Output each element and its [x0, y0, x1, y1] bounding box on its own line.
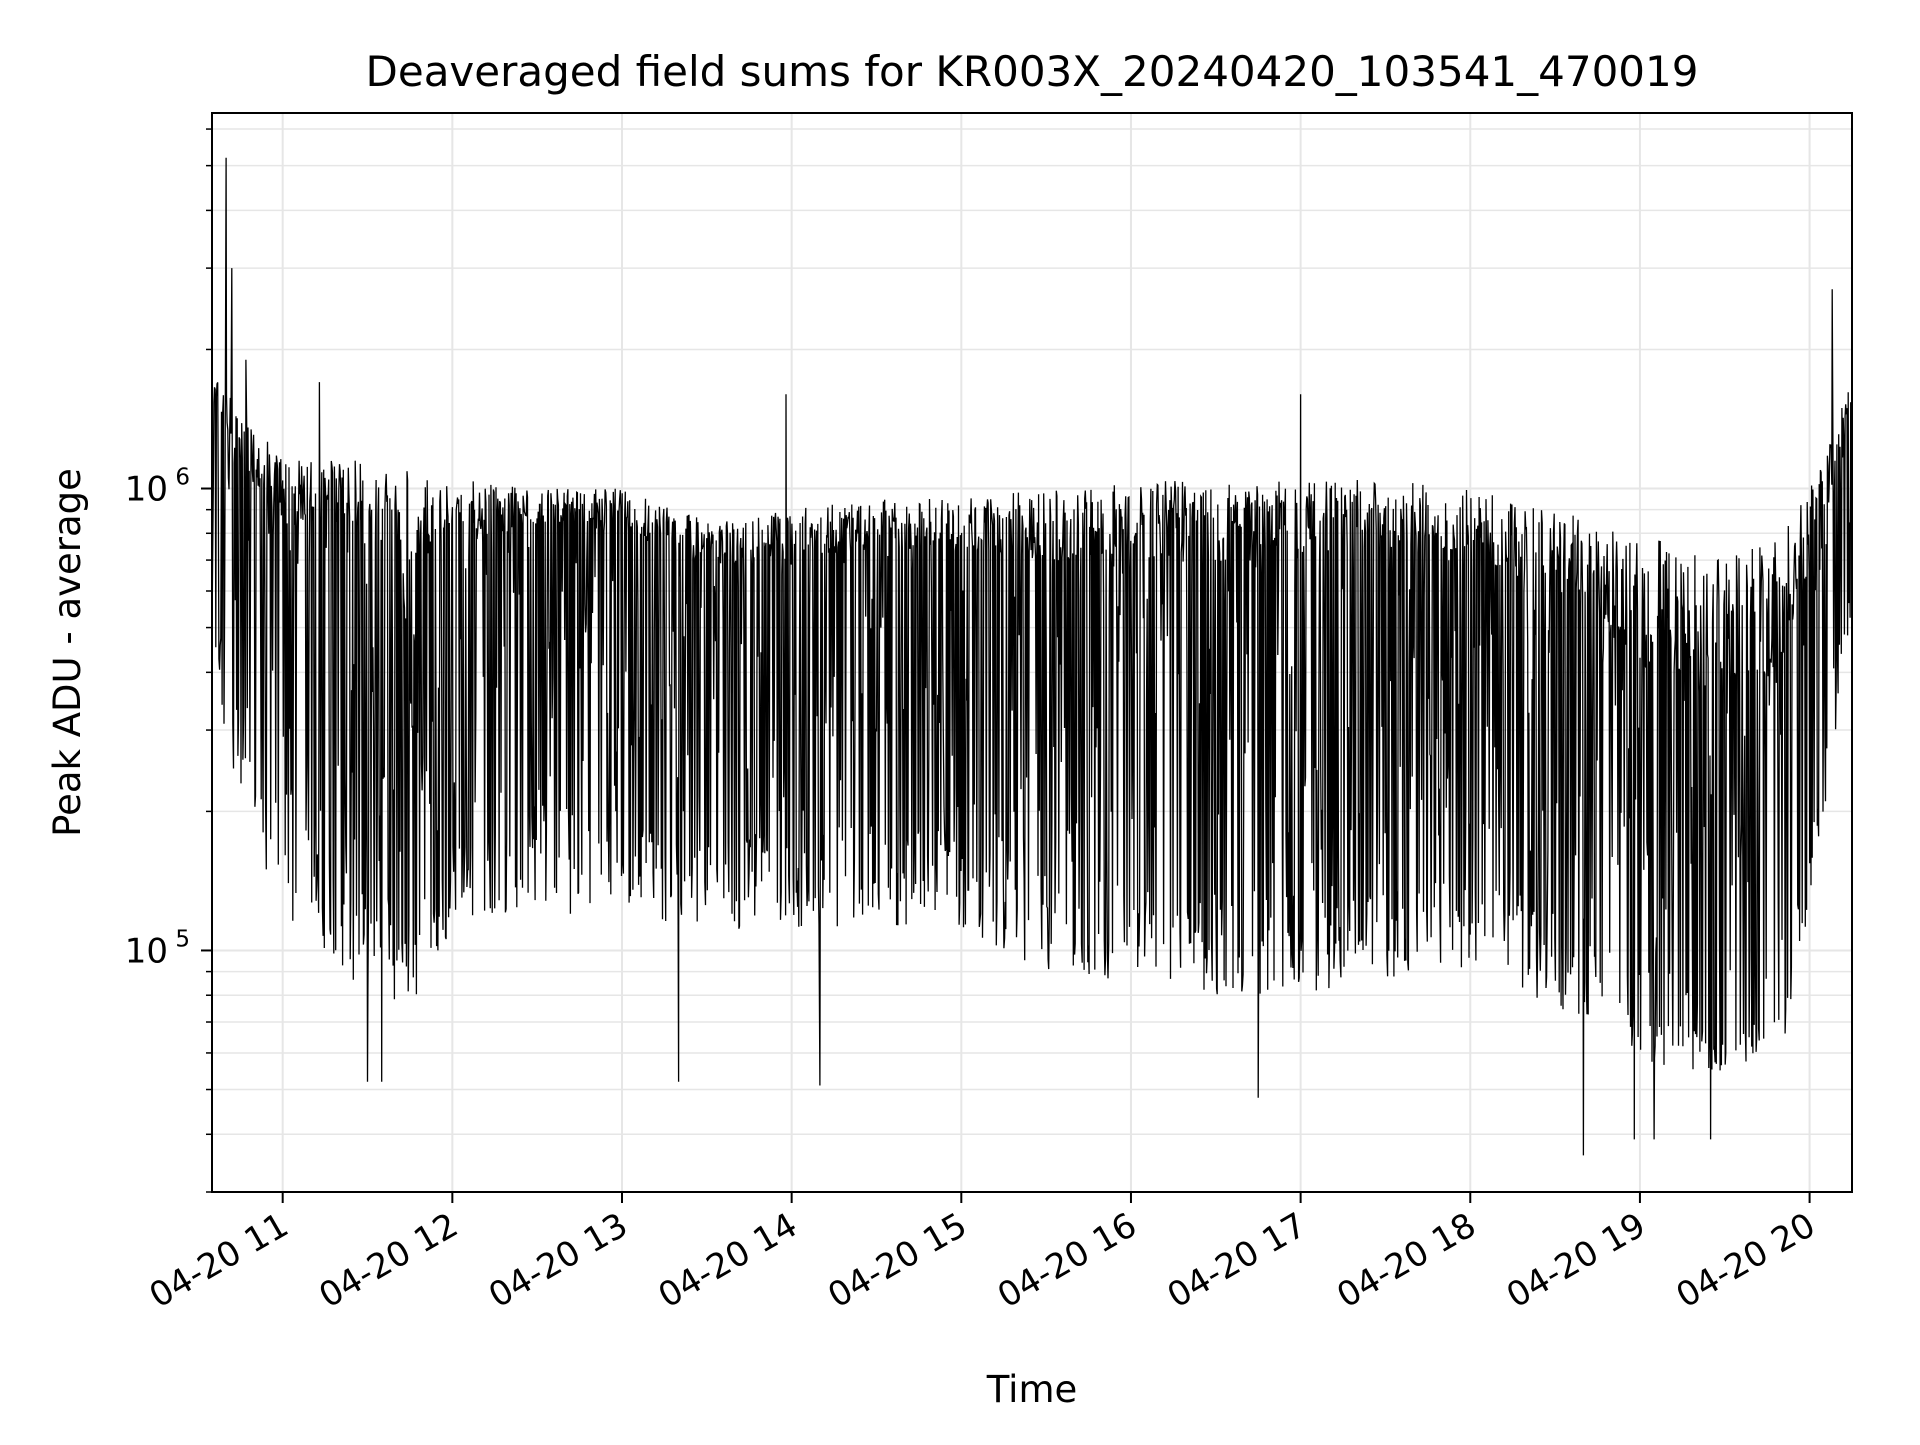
x-tick-label: 04-20 14: [652, 1205, 804, 1316]
series-layer: [211, 157, 1853, 1156]
x-tick-label: 04-20 11: [143, 1205, 295, 1316]
x-tick-label: 04-20 16: [991, 1205, 1143, 1316]
y-tick-label: 10: [125, 470, 168, 510]
x-tick-label: 04-20 17: [1161, 1205, 1313, 1316]
x-tick-label: 04-20 18: [1330, 1205, 1482, 1316]
y-tick-label: 10: [125, 931, 168, 971]
x-tick-label: 04-20 15: [821, 1205, 973, 1316]
chart-title: Deaveraged field sums for KR003X_2024042…: [366, 47, 1699, 96]
x-tick-label: 04-20 20: [1670, 1205, 1822, 1316]
x-axis-label: Time: [986, 1368, 1078, 1411]
x-tick-label: 04-20 12: [312, 1205, 464, 1316]
y-axis-label: Peak ADU - average: [46, 468, 89, 837]
series-line: [211, 157, 1853, 1156]
x-tick-label: 04-20 19: [1500, 1205, 1652, 1316]
y-tick-exponent: 6: [175, 465, 190, 491]
grid: [212, 113, 1852, 1193]
y-tick-exponent: 5: [175, 926, 190, 952]
x-tick-label: 04-20 13: [482, 1205, 634, 1316]
plot-frame: [211, 112, 1853, 1193]
